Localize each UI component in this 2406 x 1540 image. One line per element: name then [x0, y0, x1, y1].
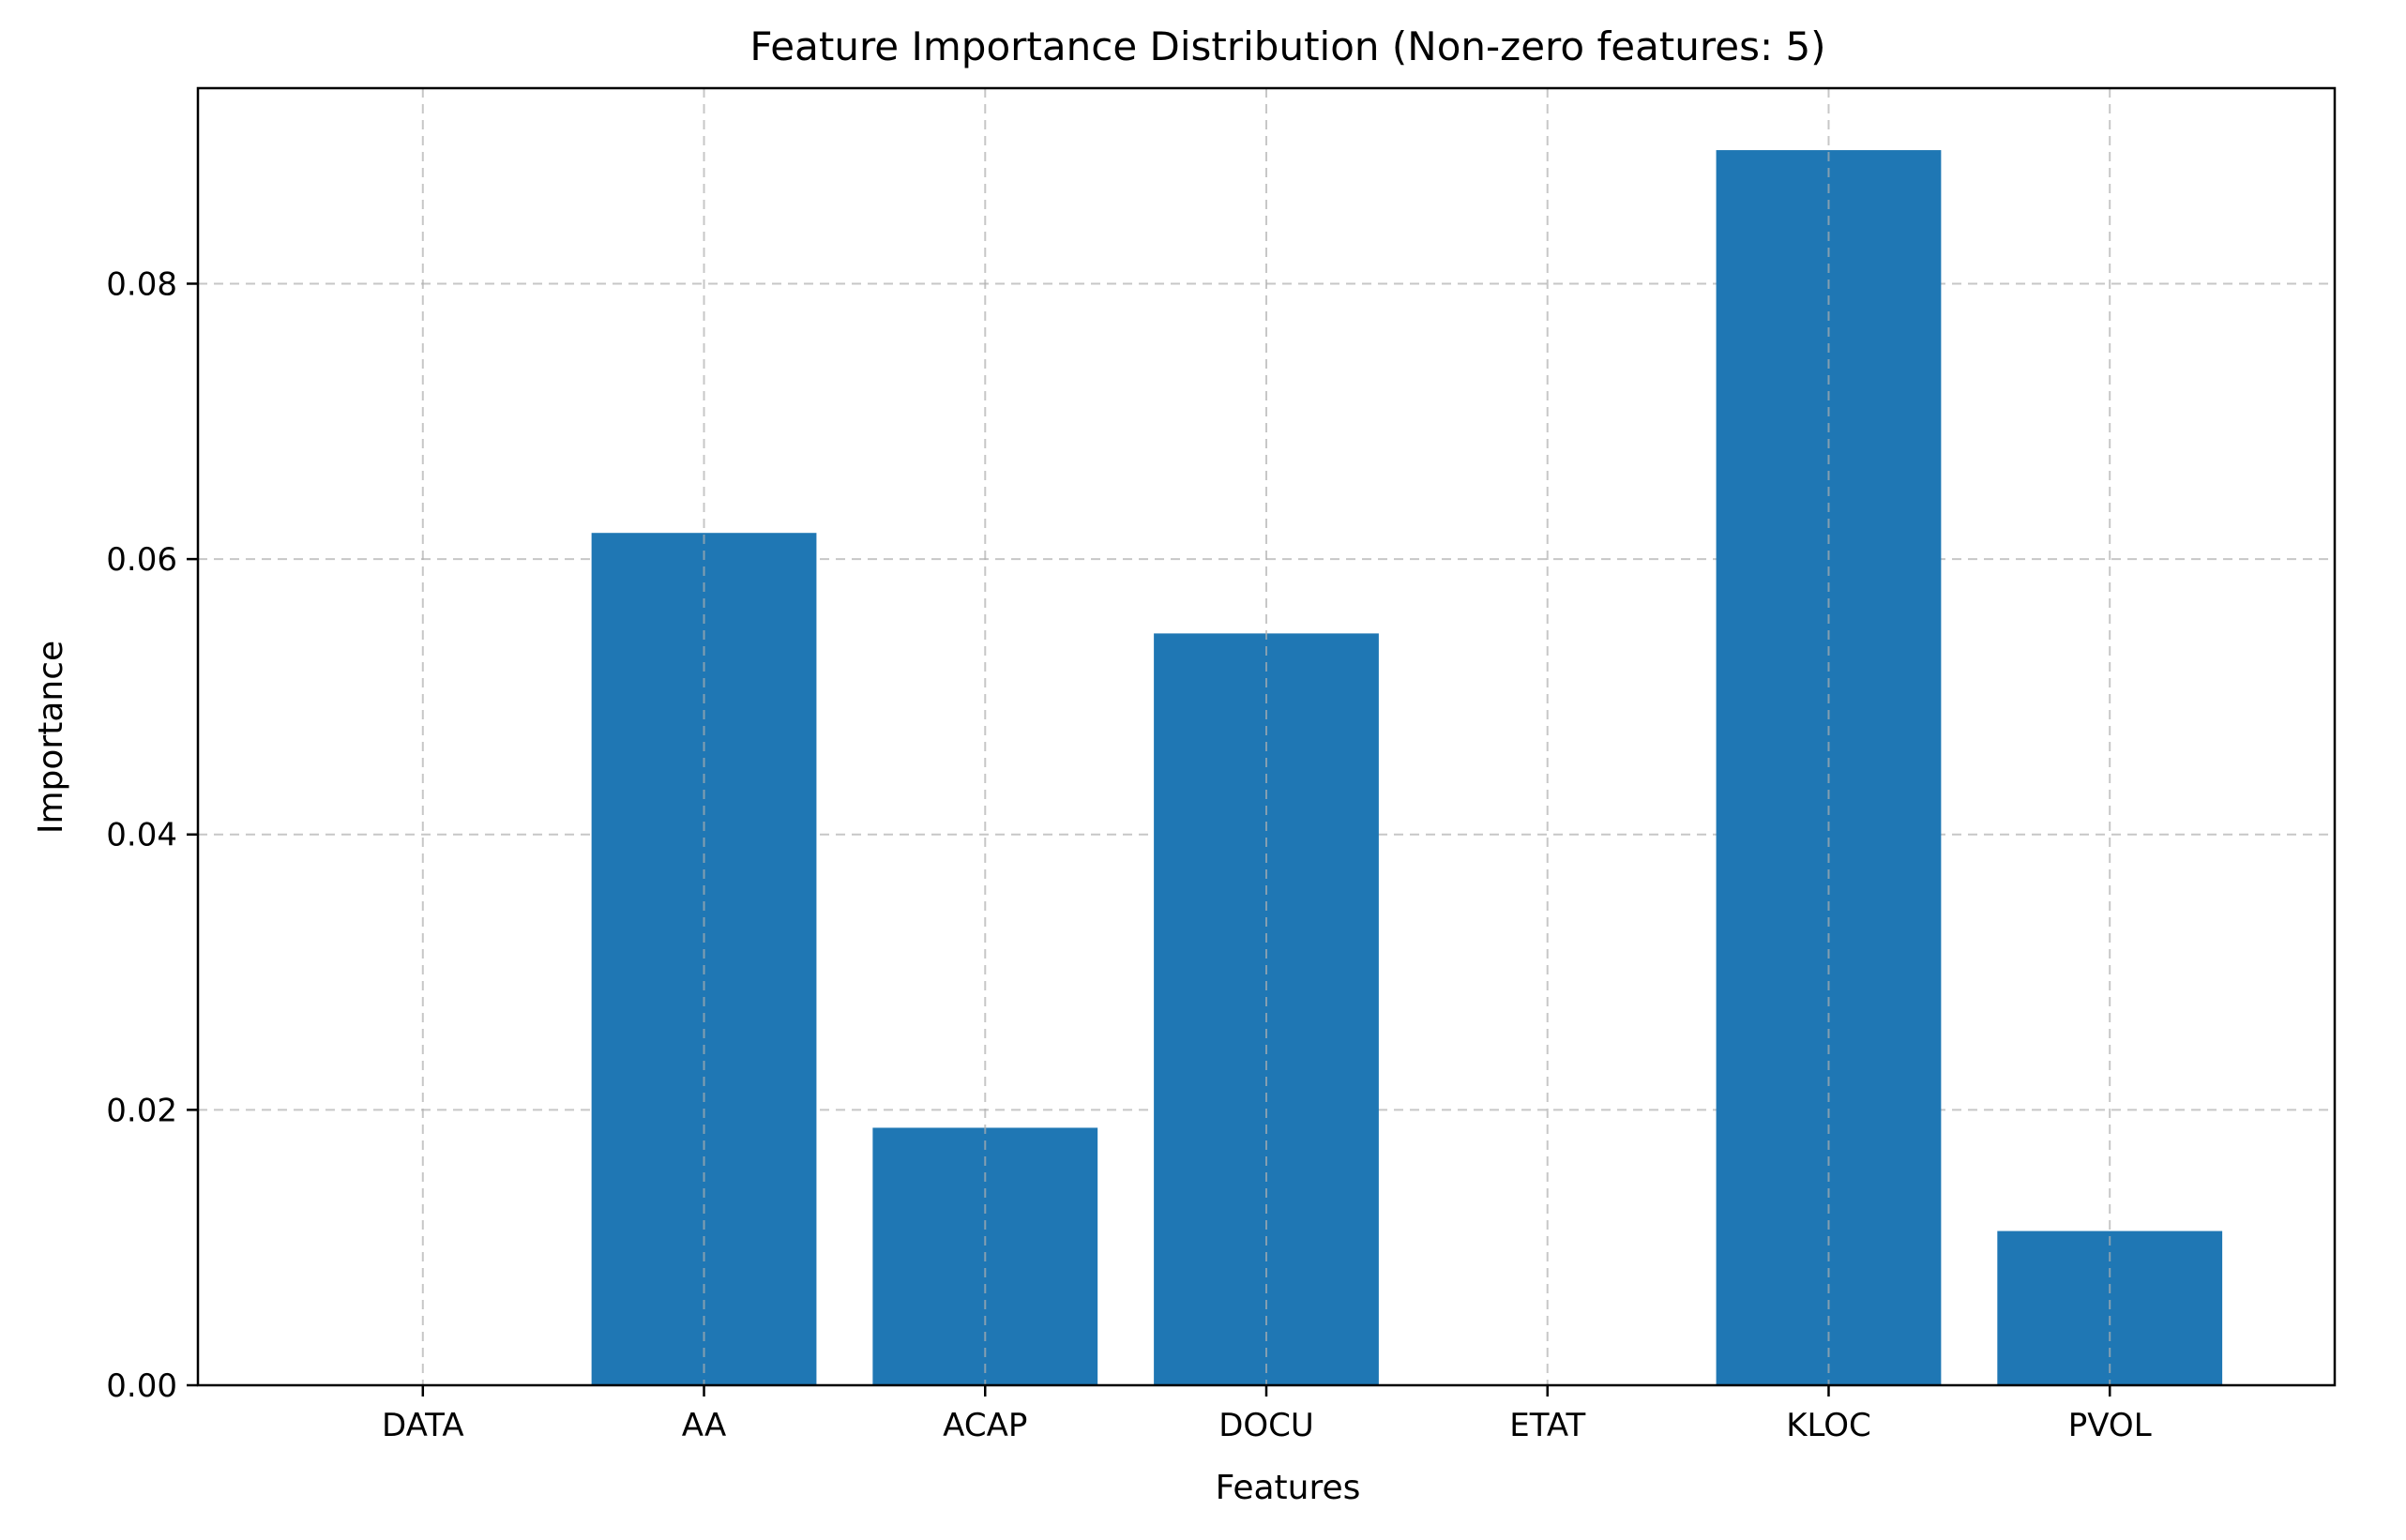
x-tick-label: KLOC: [1786, 1407, 1871, 1444]
x-tick-label: DOCU: [1218, 1407, 1314, 1444]
y-tick-label: 0.04: [106, 817, 177, 854]
x-tick-label: DATA: [382, 1407, 464, 1444]
y-axis-label: Importance: [32, 641, 70, 834]
vertical-grid-layer: [421, 88, 2111, 1385]
bar-layer: [591, 150, 2223, 1385]
y-tick-label: 0.08: [106, 265, 177, 303]
x-tick-label: ETAT: [1509, 1407, 1585, 1444]
x-tick-layer: DATA AA ACAP DOCU ETAT KLOC PVOL: [382, 1385, 2152, 1444]
y-tick-label: 0.00: [106, 1367, 177, 1405]
chart-title: Feature Importance Distribution (Non-zer…: [749, 23, 1825, 69]
x-tick-label: PVOL: [2068, 1407, 2152, 1444]
y-tick-layer: 0.00 0.02 0.04 0.06 0.08: [106, 265, 198, 1405]
y-tick-label: 0.06: [106, 541, 177, 579]
x-tick-label: AA: [682, 1407, 726, 1444]
x-tick-label: ACAP: [943, 1407, 1027, 1444]
x-axis-label: Features: [1216, 1469, 1361, 1507]
y-tick-label: 0.02: [106, 1092, 177, 1129]
